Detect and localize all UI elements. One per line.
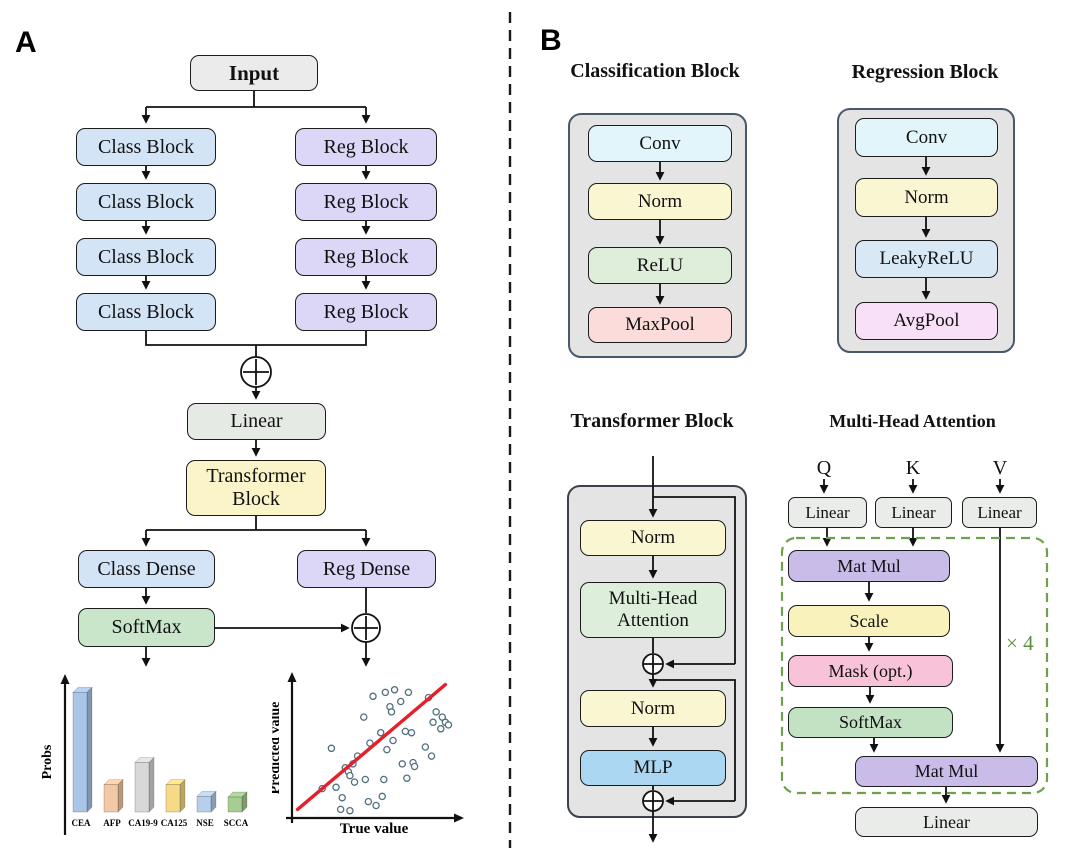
add-node-merge-blocks — [240, 356, 272, 388]
regression-conv-box: Conv — [855, 118, 998, 157]
mha-q-label: Q — [816, 457, 832, 479]
transformer-norm1-box: Norm — [580, 520, 726, 556]
linear-box: Linear — [187, 403, 326, 440]
class-block-4: Class Block — [76, 293, 216, 331]
panel-b-connectors — [648, 157, 1005, 843]
mha-matmul1-box: Mat Mul — [788, 550, 950, 582]
classification-norm-box: Norm — [588, 183, 732, 220]
panel-b-label: B — [540, 24, 562, 57]
reg-block-2: Reg Block — [295, 183, 437, 221]
add-nodes — [240, 356, 664, 812]
probability-bar-chart: Probs CEA AFP CA19-9 CA125 NSE SCCA — [40, 674, 249, 835]
transformer-block-box: Transformer Block — [186, 460, 326, 516]
regression-leakyrelu-box: LeakyReLU — [855, 240, 998, 278]
add-node-transformer-2 — [642, 790, 664, 812]
transformer-block-title: Transformer Block — [570, 410, 734, 432]
transformer-mlp-box: MLP — [580, 750, 726, 786]
regression-avgpool-box: AvgPool — [855, 302, 998, 340]
reg-block-1: Reg Block — [295, 128, 437, 166]
regression-block-title: Regression Block — [851, 61, 999, 83]
mha-title: Multi-Head Attention — [829, 411, 996, 431]
class-block-2: Class Block — [76, 183, 216, 221]
class-block-1: Class Block — [76, 128, 216, 166]
mha-linear-v-box: Linear — [962, 497, 1037, 528]
transformer-norm2-box: Norm — [580, 690, 726, 727]
classification-relu-box: ReLU — [588, 247, 732, 284]
mha-v-label: V — [992, 457, 1008, 479]
svg-text:Probs: Probs — [40, 744, 55, 779]
softmax-box: SoftMax — [78, 608, 215, 647]
mha-softmax-box: SoftMax — [788, 707, 953, 738]
reg-block-3: Reg Block — [295, 238, 437, 276]
panel-a-label: A — [15, 26, 37, 59]
svg-text:AFP: AFP — [103, 818, 121, 828]
regression-scatter-plot: Predicted value True value — [272, 672, 464, 837]
mha-linear-k-box: Linear — [875, 497, 952, 528]
classification-conv-box: Conv — [588, 125, 732, 162]
mha-matmul2-box: Mat Mul — [855, 756, 1038, 787]
svg-text:SCCA: SCCA — [224, 818, 249, 828]
class-dense-box: Class Dense — [78, 550, 215, 588]
regression-norm-box: Norm — [855, 178, 998, 217]
input-box: Input — [190, 55, 318, 91]
classification-block-title: Classification Block — [570, 60, 740, 82]
reg-dense-box: Reg Dense — [297, 550, 436, 588]
add-node-transformer-1 — [642, 653, 664, 675]
panel-a-connectors — [141, 91, 371, 667]
mha-linear-out-box: Linear — [855, 807, 1038, 837]
svg-text:NSE: NSE — [196, 818, 214, 828]
mha-linear-q-box: Linear — [788, 497, 867, 528]
mha-repeat-label: × 4 — [1006, 631, 1034, 655]
transformer-mha-box: Multi-Head Attention — [580, 582, 726, 638]
svg-text:True value: True value — [340, 821, 409, 837]
svg-text:CA125: CA125 — [161, 818, 188, 828]
svg-text:CEA: CEA — [71, 818, 91, 828]
mha-k-label: K — [905, 457, 921, 479]
mha-mask-box: Mask (opt.) — [788, 655, 953, 687]
class-block-3: Class Block — [76, 238, 216, 276]
add-node-output — [351, 613, 381, 643]
reg-block-4: Reg Block — [295, 293, 437, 331]
classification-maxpool-box: MaxPool — [588, 307, 732, 343]
mha-scale-box: Scale — [788, 605, 950, 637]
svg-text:Predicted value: Predicted value — [272, 702, 283, 795]
svg-text:CA19-9: CA19-9 — [128, 818, 158, 828]
